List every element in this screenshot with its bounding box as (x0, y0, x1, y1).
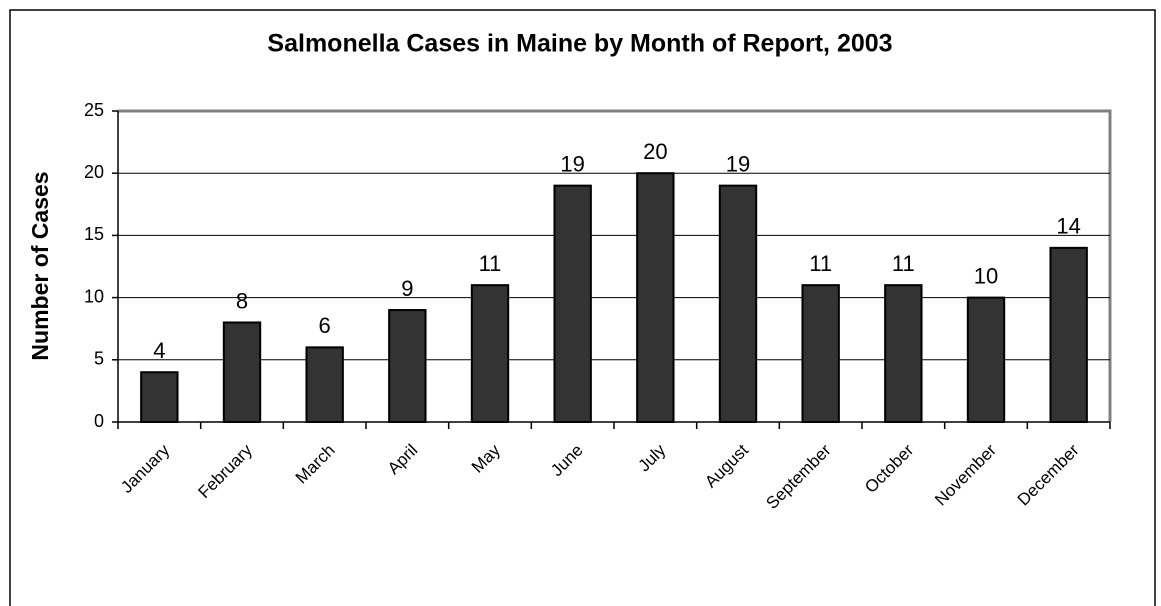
chart-border (9, 9, 1156, 606)
bar (305, 346, 344, 423)
bar (222, 321, 262, 424)
bar (801, 284, 840, 423)
value-label: 14 (1056, 214, 1080, 239)
bar (1049, 246, 1088, 423)
x-tick-label: March (292, 441, 339, 488)
y-tick-label: 20 (84, 162, 104, 182)
value-label: 6 (319, 313, 331, 338)
y-tick-label: 5 (94, 349, 104, 369)
value-label: 19 (726, 151, 750, 176)
bar (388, 309, 427, 424)
bar (884, 284, 923, 423)
value-label: 19 (560, 151, 584, 176)
bar (718, 184, 758, 423)
x-tick-label: November (931, 440, 1000, 509)
bar (636, 172, 675, 423)
x-tick-label: May (468, 440, 504, 476)
bar (553, 184, 592, 423)
bar (140, 371, 179, 423)
y-tick-label: 10 (84, 286, 104, 306)
y-axis-label: Number of Cases (27, 171, 53, 360)
chart-title: Salmonella Cases in Maine by Month of Re… (267, 30, 892, 58)
value-label: 11 (809, 251, 832, 276)
y-tick-label: 25 (84, 100, 104, 120)
value-label: 9 (401, 276, 413, 301)
x-tick-label: December (1014, 440, 1083, 509)
value-label: 4 (153, 338, 165, 363)
x-tick-label: January (117, 440, 174, 497)
value-label: 11 (892, 251, 915, 276)
x-tick-label: February (194, 440, 256, 502)
bar (966, 296, 1006, 424)
y-tick-label: 0 (94, 411, 104, 431)
x-tick-label: August (701, 440, 752, 491)
x-tick-label: July (635, 440, 670, 475)
value-label: 20 (643, 139, 667, 164)
y-tick-label: 15 (84, 224, 104, 244)
bar (470, 284, 510, 423)
x-tick-label: April (384, 441, 421, 478)
value-label: 8 (236, 288, 248, 313)
x-tick-label: October (861, 440, 917, 496)
value-label: 10 (974, 263, 998, 288)
x-tick-label: June (547, 441, 587, 481)
plot-frame (118, 109, 1112, 422)
value-label: 11 (479, 251, 502, 276)
x-tick-label: September (762, 440, 834, 512)
